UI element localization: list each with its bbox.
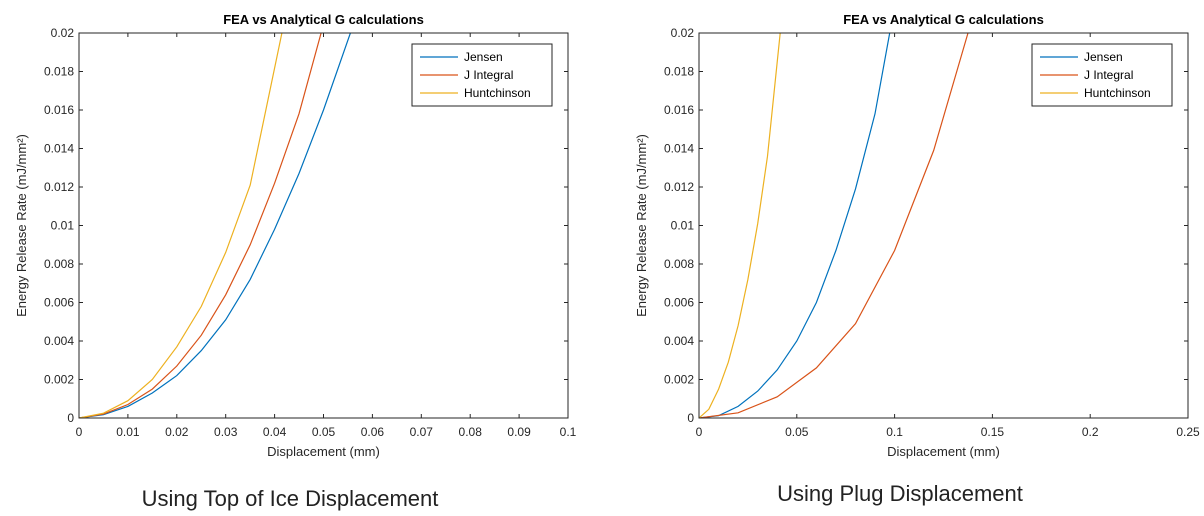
y-tick-label: 0.01 [671,219,695,233]
x-tick-label: 0 [76,425,83,439]
legend-box [1031,43,1173,107]
y-tick-label: 0.004 [44,334,74,348]
x-axis-label: Displacement (mm) [267,444,380,459]
chart-title: FEA vs Analytical G calculations [843,12,1044,27]
legend: Jensen J Integral Huntchinson [1031,43,1173,107]
x-tick-label: 0.02 [165,425,189,439]
legend-label: Huntchinson [464,86,531,100]
x-tick-label: 0.07 [410,425,434,439]
x-tick-label: 0.1 [886,425,903,439]
x-tick-label: 0.2 [1082,425,1099,439]
y-tick-label: 0.004 [664,334,694,348]
y-tick-label: 0.018 [664,65,694,79]
caption-plug-displacement: Using Plug Displacement [777,481,1023,506]
caption-top-of-ice-displacement: Using Top of Ice Displacement [141,486,439,511]
y-tick-label: 0.014 [664,142,694,156]
y-tick-label: 0.02 [671,26,695,40]
x-tick-label: 0.04 [263,425,287,439]
legend-label: J Integral [464,68,513,82]
y-tick-label: 0.016 [664,103,694,117]
chart-title: FEA vs Analytical G calculations [223,12,424,27]
y-tick-label: 0 [67,411,74,425]
y-tick-label: 0.002 [664,373,694,387]
x-tick-label: 0 [696,425,703,439]
x-tick-label: 0.03 [214,425,238,439]
series-line-j-integral [699,33,969,418]
y-tick-label: 0.008 [664,257,694,271]
y-axis-label: Energy Release Rate (mJ/mm²) [634,134,649,317]
x-tick-label: 0.01 [116,425,140,439]
legend-label: Jensen [1084,50,1123,64]
legend-label: Jensen [464,50,503,64]
x-tick-label: 0.05 [312,425,336,439]
series-group [79,33,351,418]
y-tick-label: 0.018 [44,65,74,79]
series-line-huntchinson [699,33,781,418]
x-axis-label: Displacement (mm) [887,444,1000,459]
series-line-huntchinson [79,33,283,418]
x-tick-label: 0.05 [785,425,809,439]
y-tick-label: 0.016 [44,103,74,117]
y-tick-label: 0.02 [51,26,75,40]
series-line-jensen [699,33,891,418]
series-line-jensen [79,33,351,418]
x-tick-label: 0.1 [560,425,577,439]
x-tick-label: 0.06 [361,425,385,439]
y-tick-label: 0.006 [44,296,74,310]
series-line-j-integral [79,33,322,418]
y-tick-label: 0.014 [44,142,74,156]
y-tick-label: 0.008 [44,257,74,271]
y-tick-label: 0.002 [44,373,74,387]
y-tick-label: 0 [687,411,694,425]
y-tick-label: 0.012 [44,180,74,194]
chart-top-of-ice-displacement: 0 0.01 0.02 0.03 0.04 0.05 0.06 0.07 0.08 0.09 0.1… [14,12,577,459]
y-tick-label: 0.006 [664,296,694,310]
x-tick-label: 0.15 [981,425,1005,439]
x-tick-label: 0.25 [1176,425,1200,439]
y-tick-label: 0.01 [51,219,75,233]
x-tick-label: 0.09 [507,425,531,439]
y-axis-label: Energy Release Rate (mJ/mm²) [14,134,29,317]
legend: Jensen J Integral Huntchinson [411,43,553,107]
chart-plug-displacement: 0 0.05 0.1 0.15 0.2 0.25 0 0.002 0.004 0.006 0.008… [634,12,1200,459]
y-tick-label: 0.012 [664,180,694,194]
legend-label: Huntchinson [1084,86,1151,100]
series-group [699,33,969,418]
x-tick-label: 0.08 [459,425,483,439]
legend-label: J Integral [1084,68,1133,82]
